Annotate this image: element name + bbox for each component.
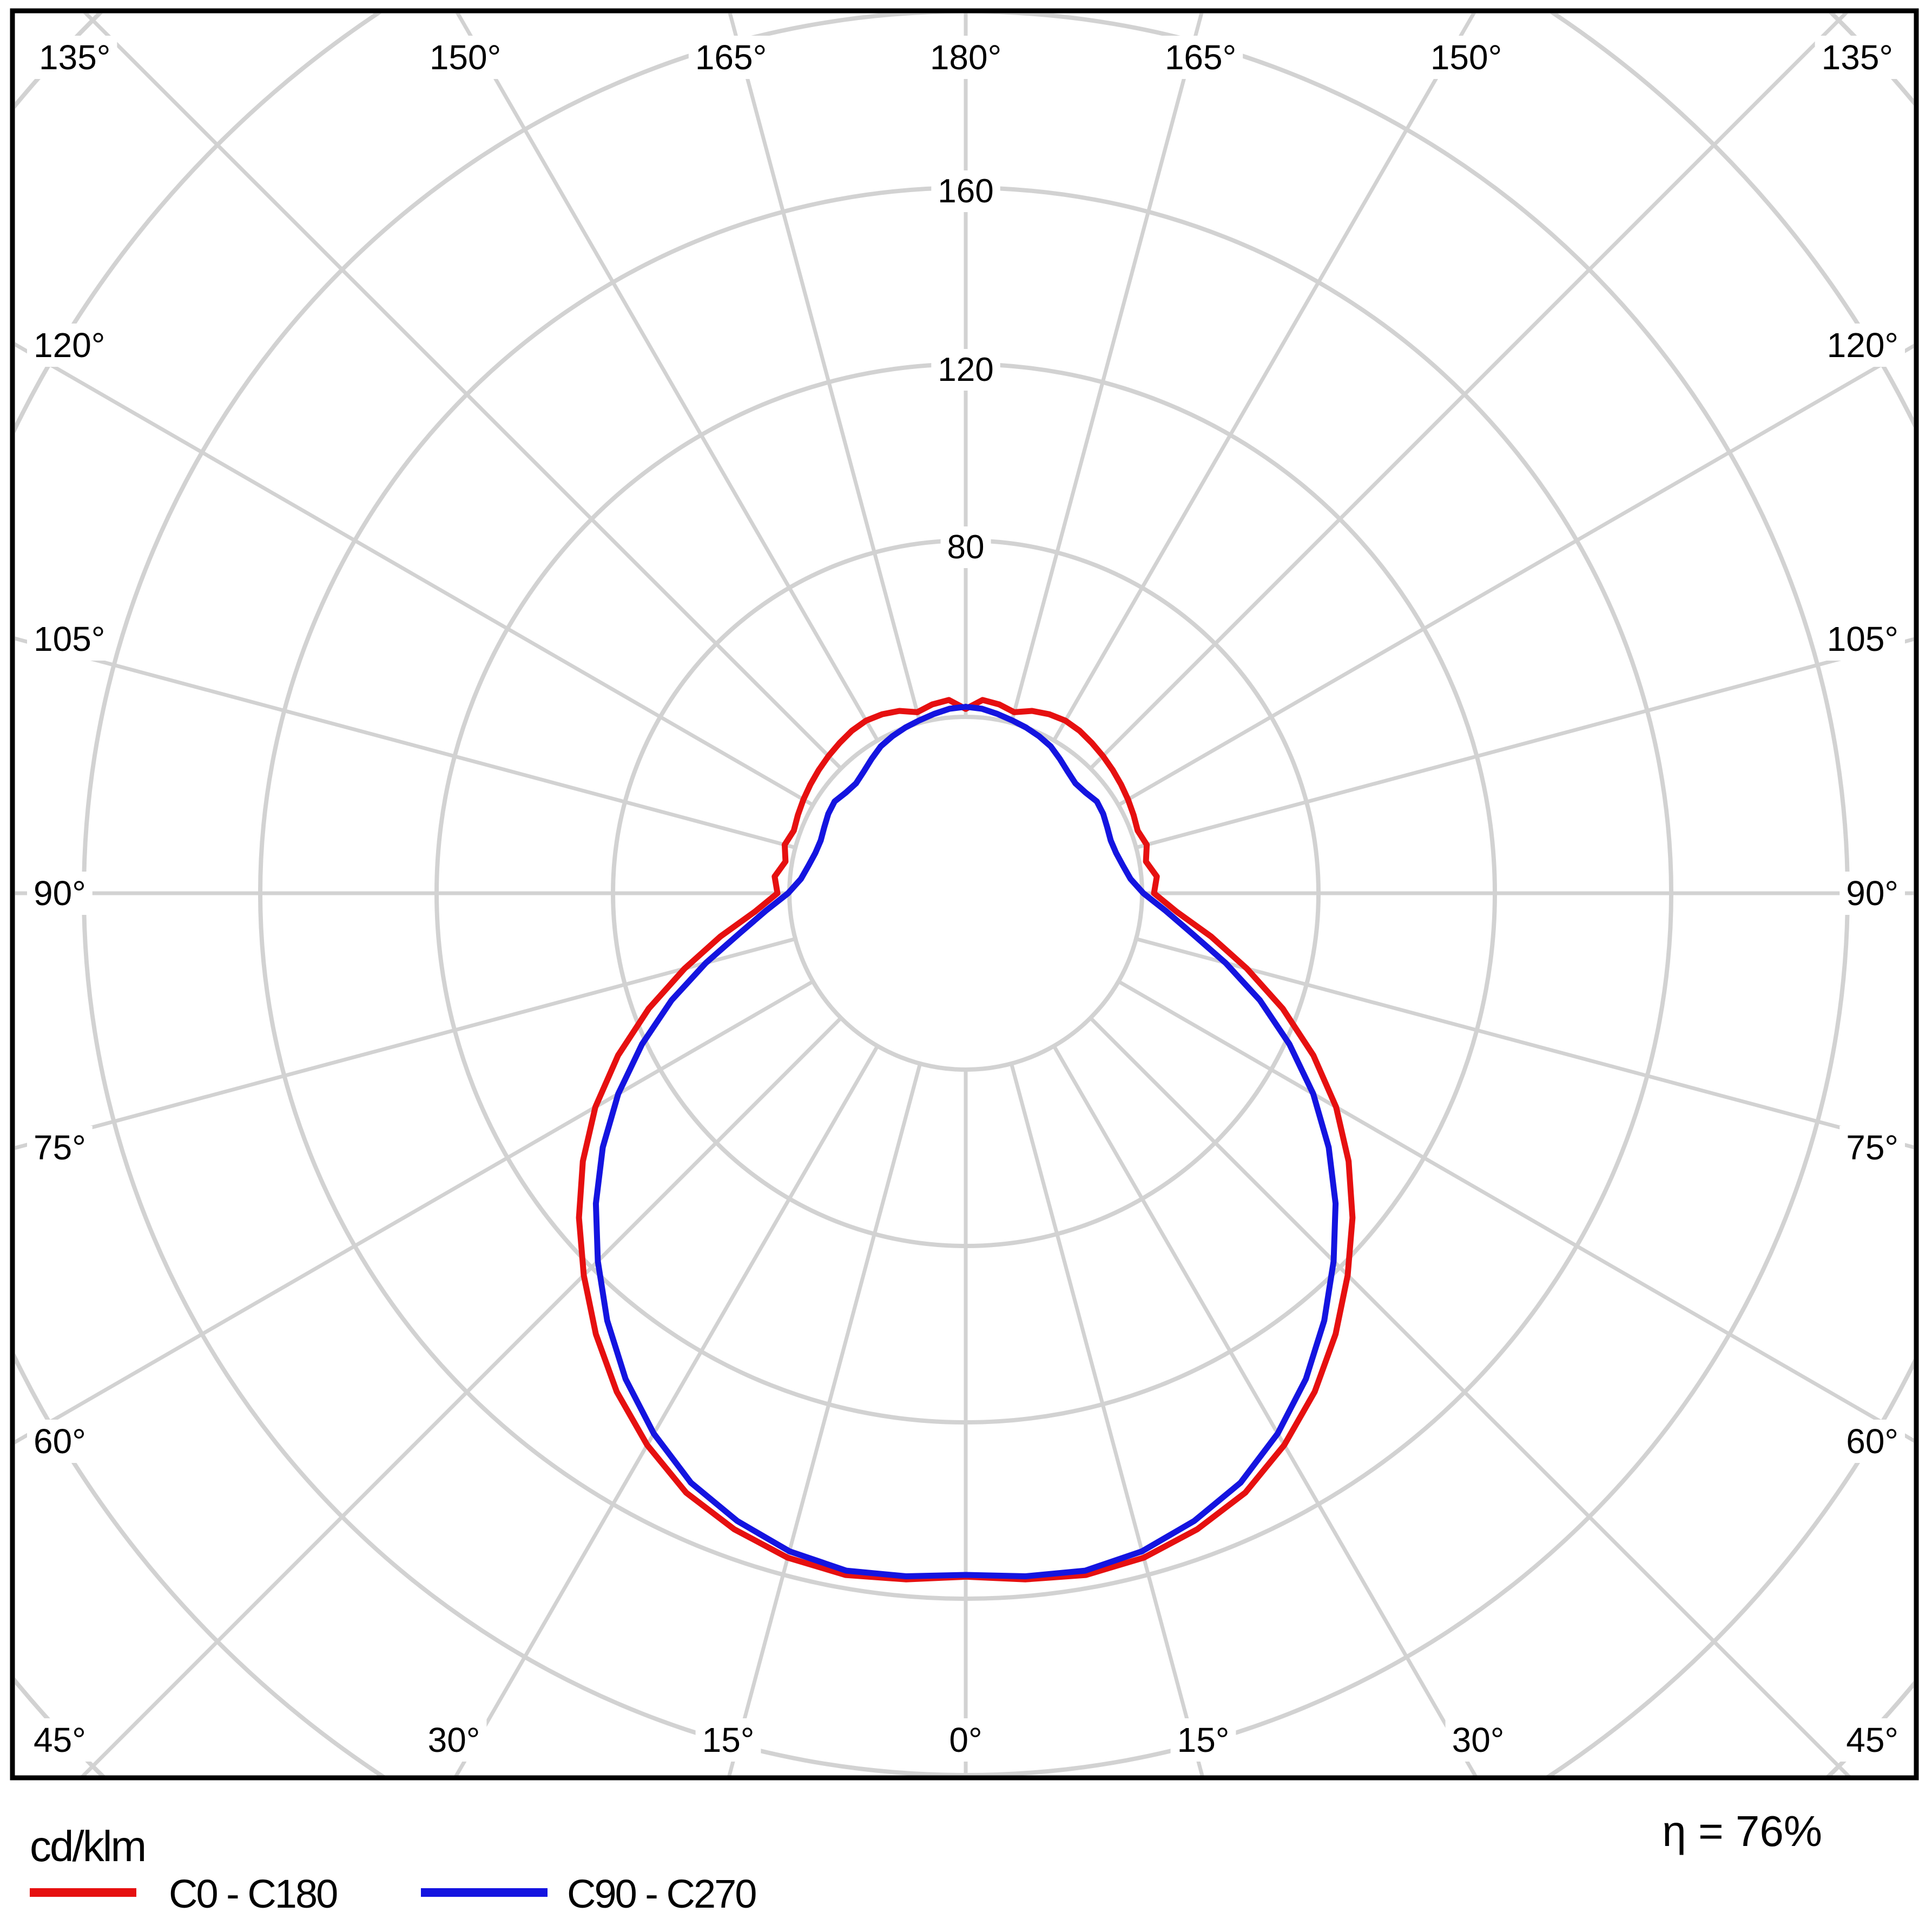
grid-spoke-30 <box>1052 1045 1479 1778</box>
angle-label-top: 150° <box>430 38 501 77</box>
intensity-curves <box>576 697 1356 1582</box>
label-halo <box>923 36 1008 79</box>
grid-spoke-345 <box>727 1063 922 1778</box>
grid-spoke-240 <box>15 342 814 807</box>
label-halo <box>1820 324 1905 367</box>
label-halo <box>27 324 112 367</box>
angle-label-right: 60° <box>1846 1422 1898 1461</box>
grid-spoke-255 <box>15 636 796 850</box>
label-halo <box>942 1718 989 1762</box>
label-halo <box>27 617 112 661</box>
angle-label-left: 105° <box>34 619 105 658</box>
label-halo <box>32 36 117 79</box>
legend-blue-label: C90 - C270 <box>567 1871 756 1916</box>
label-halo <box>1839 872 1905 915</box>
grid-spoke-45 <box>1089 1017 1853 1778</box>
angle-label-bottom: 0° <box>949 1720 982 1759</box>
label-halo <box>695 1718 761 1762</box>
angle-label-bottom: 45° <box>34 1720 86 1759</box>
grid-spoke-330 <box>452 1045 880 1778</box>
angle-label-bottom: 45° <box>1846 1720 1898 1759</box>
label-halo <box>1445 1718 1511 1762</box>
angle-label-right: 75° <box>1846 1128 1898 1167</box>
grid-spoke-315 <box>78 1017 842 1778</box>
grid-spoke-60 <box>1117 979 1914 1443</box>
angle-label-bottom: 15° <box>702 1720 755 1759</box>
legend-red-label: C0 - C180 <box>169 1871 337 1916</box>
angle-label-top: 150° <box>1430 38 1502 77</box>
label-halo <box>1158 36 1243 79</box>
angle-label-left: 90° <box>34 874 86 913</box>
grid-spoke-225 <box>83 14 842 770</box>
angle-label-bottom: 30° <box>1452 1720 1505 1759</box>
label-halo <box>27 1126 93 1169</box>
angle-label-top: 165° <box>1165 38 1236 77</box>
unit-label: cd/klm <box>30 1822 145 1870</box>
grid-spoke-300 <box>15 979 814 1445</box>
angle-label-bottom: 15° <box>1177 1720 1230 1759</box>
angle-label-left: 75° <box>34 1128 86 1167</box>
efficiency-label: η = 76% <box>1662 1807 1822 1855</box>
angle-label-left: 60° <box>34 1422 86 1461</box>
grid-ring-40 <box>787 715 1144 1072</box>
angle-label-right: 120° <box>1827 326 1898 365</box>
label-halo <box>27 1718 93 1762</box>
grid-spoke-150 <box>1052 14 1476 742</box>
radial-tick-label: 80 <box>947 529 985 566</box>
curve-C90-C270 <box>592 703 1339 1579</box>
label-halo <box>421 1718 487 1762</box>
angle-label-top: 135° <box>39 38 110 77</box>
angle-label-right: 105° <box>1827 619 1898 658</box>
plot-border <box>10 8 1919 1781</box>
radial-tick-label: 120 <box>938 351 993 388</box>
grid-spoke-120 <box>1117 344 1914 807</box>
label-halo <box>27 872 93 915</box>
label-halo <box>27 1420 93 1463</box>
radial-tick-label: 160 <box>938 173 993 210</box>
label-halo <box>1815 36 1900 79</box>
label-halo <box>1839 1126 1905 1169</box>
label-halo <box>931 349 1000 391</box>
axis-labels: 135° 150° 165° 180° 165° 150° 135° 45° 30° 15° 0° 1… <box>27 36 1905 1762</box>
angle-label-top: 180° <box>930 38 1001 77</box>
grid-spoke-165 <box>1009 14 1204 724</box>
label-halo <box>1839 1718 1905 1762</box>
grid-spoke-135 <box>1089 14 1848 770</box>
angle-label-left: 120° <box>34 326 105 365</box>
label-halo <box>931 170 1000 212</box>
grid-spoke-210 <box>456 14 880 742</box>
grid-spoke-105 <box>1135 637 1914 850</box>
label-halo <box>1839 1420 1905 1463</box>
label-halo <box>940 526 991 568</box>
label-halo <box>1170 1718 1236 1762</box>
grid-spoke-75 <box>1135 937 1914 1150</box>
label-halo <box>423 36 508 79</box>
grid-spoke-195 <box>728 14 922 724</box>
angle-label-top: 165° <box>695 38 767 77</box>
angle-label-bottom: 30° <box>428 1720 480 1759</box>
grid-spoke-285 <box>15 937 796 1150</box>
label-halo <box>1820 617 1905 661</box>
angle-label-right: 90° <box>1846 874 1898 913</box>
angle-label-top: 135° <box>1822 38 1893 77</box>
label-halo <box>688 36 774 79</box>
label-halo <box>1423 36 1509 79</box>
grid-spoke-15 <box>1009 1063 1205 1778</box>
